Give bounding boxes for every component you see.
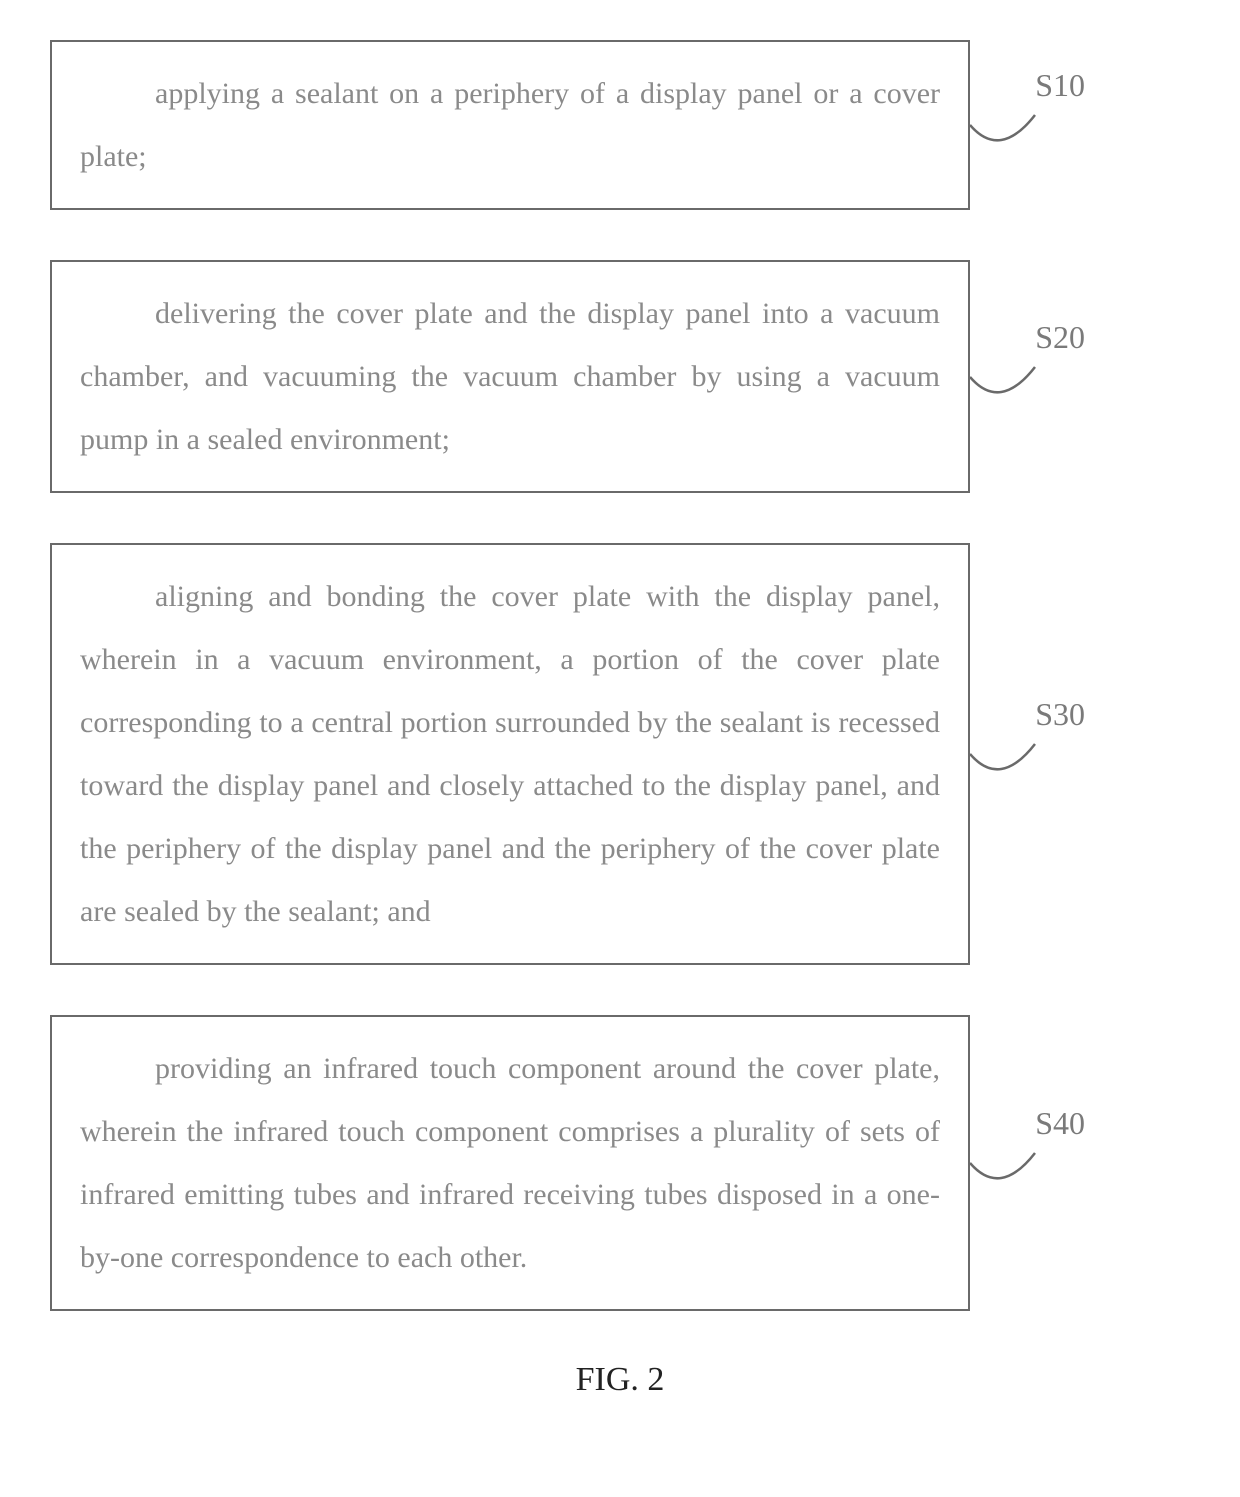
step-row-s10: applying a sealant on a periphery of a d… xyxy=(50,40,1190,210)
step-box-s20: delivering the cover plate and the displ… xyxy=(50,260,970,493)
step-box-s10: applying a sealant on a periphery of a d… xyxy=(50,40,970,210)
step-box-s40: providing an infrared touch component ar… xyxy=(50,1015,970,1311)
figure-caption: FIG. 2 xyxy=(50,1361,1190,1399)
step-box-s30: aligning and bonding the cover plate wit… xyxy=(50,543,970,965)
connector-s30: S30 xyxy=(970,714,1120,794)
connector-s10: S10 xyxy=(970,85,1120,165)
step-label-s20: S20 xyxy=(1035,319,1085,356)
step-label-s30: S30 xyxy=(1035,696,1085,733)
flowchart-container: applying a sealant on a periphery of a d… xyxy=(50,40,1190,1311)
step-label-s10: S10 xyxy=(1035,67,1085,104)
step-row-s20: delivering the cover plate and the displ… xyxy=(50,260,1190,493)
connector-s40: S40 xyxy=(970,1123,1120,1203)
step-row-s40: providing an infrared touch component ar… xyxy=(50,1015,1190,1311)
connector-s20: S20 xyxy=(970,337,1120,417)
step-row-s30: aligning and bonding the cover plate wit… xyxy=(50,543,1190,965)
step-label-s40: S40 xyxy=(1035,1105,1085,1142)
